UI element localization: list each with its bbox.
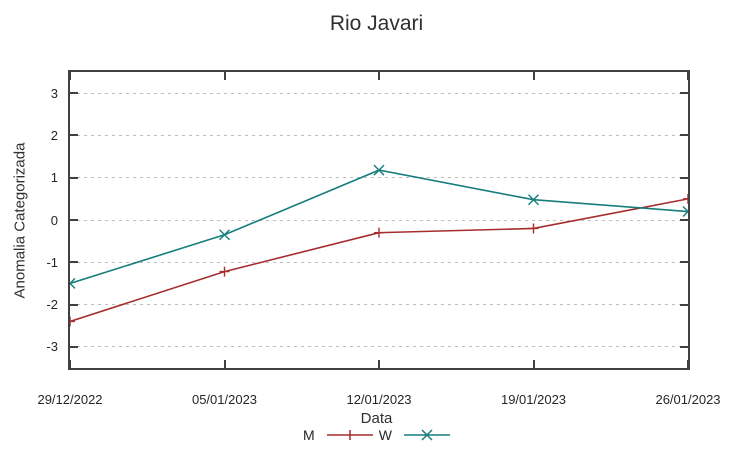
y-tick-mark xyxy=(680,92,688,95)
data-point-M xyxy=(70,316,75,327)
y-tick-label: 0 xyxy=(50,212,58,228)
plot-area xyxy=(68,70,690,370)
y-tick-label: -2 xyxy=(46,297,58,313)
x-axis-label: Data xyxy=(360,410,393,427)
legend-line-sample xyxy=(326,430,373,440)
data-point-W xyxy=(373,164,385,176)
data-point-M xyxy=(219,266,230,277)
series-line-M xyxy=(70,198,688,323)
x-tick-mark xyxy=(687,360,689,368)
gridline xyxy=(70,219,688,221)
legend-label: M xyxy=(303,427,315,443)
y-tick-mark xyxy=(680,176,688,179)
gridline xyxy=(70,134,688,136)
y-tick-mark xyxy=(680,345,688,348)
gridline xyxy=(70,304,688,306)
x-tick-label: 19/01/2023 xyxy=(500,392,567,407)
gridline xyxy=(70,346,688,348)
y-tick-mark xyxy=(70,134,78,137)
data-point-M xyxy=(683,193,688,204)
x-tick-label: 26/01/2023 xyxy=(655,392,721,407)
gridline xyxy=(70,92,688,94)
x-tick-mark xyxy=(378,360,380,368)
y-tick-mark xyxy=(70,92,78,95)
legend-entry-M: M xyxy=(303,427,373,443)
legend-label: W xyxy=(378,427,392,443)
y-tick-label: 3 xyxy=(50,85,58,101)
y-tick-label: -3 xyxy=(46,339,58,355)
y-tick-mark xyxy=(70,261,78,264)
y-tick-mark xyxy=(680,303,688,306)
y-tick-label: 2 xyxy=(50,127,58,143)
x-tick-mark xyxy=(223,360,226,368)
data-point-M xyxy=(374,227,384,238)
chart-title: Rio Javari xyxy=(329,12,424,35)
x-tick-mark xyxy=(378,72,380,80)
gridline xyxy=(70,261,688,263)
x-tick-mark xyxy=(532,72,535,80)
x-tick-mark xyxy=(532,360,535,368)
series-lines xyxy=(70,164,688,327)
y-tick-label: -1 xyxy=(46,254,58,270)
x-tick-label: 12/01/2023 xyxy=(346,392,412,407)
series-line-W xyxy=(70,169,688,285)
y-tick-mark xyxy=(70,176,78,179)
gridline xyxy=(70,177,688,179)
x-tick-mark xyxy=(69,360,71,368)
y-tick-label: 1 xyxy=(50,170,58,186)
x-tick-mark xyxy=(69,72,71,80)
x-tick-mark xyxy=(223,72,226,80)
data-point-W xyxy=(682,206,688,218)
y-tick-mark xyxy=(70,219,78,221)
legend-line-sample xyxy=(403,429,450,441)
y-tick-mark xyxy=(70,303,78,306)
data-point-W xyxy=(70,277,76,289)
y-tick-mark xyxy=(680,134,688,137)
y-tick-mark xyxy=(680,261,688,264)
legend-entry-W: W xyxy=(379,427,450,443)
y-tick-mark xyxy=(680,219,688,221)
data-point-W xyxy=(219,229,230,241)
x-tick-label: 29/12/2022 xyxy=(37,392,103,407)
data-point-M xyxy=(528,223,539,234)
data-point-W xyxy=(528,194,539,206)
x-tick-mark xyxy=(687,72,689,80)
x-tick-label: 05/01/2023 xyxy=(191,392,258,407)
y-tick-mark xyxy=(70,345,78,348)
